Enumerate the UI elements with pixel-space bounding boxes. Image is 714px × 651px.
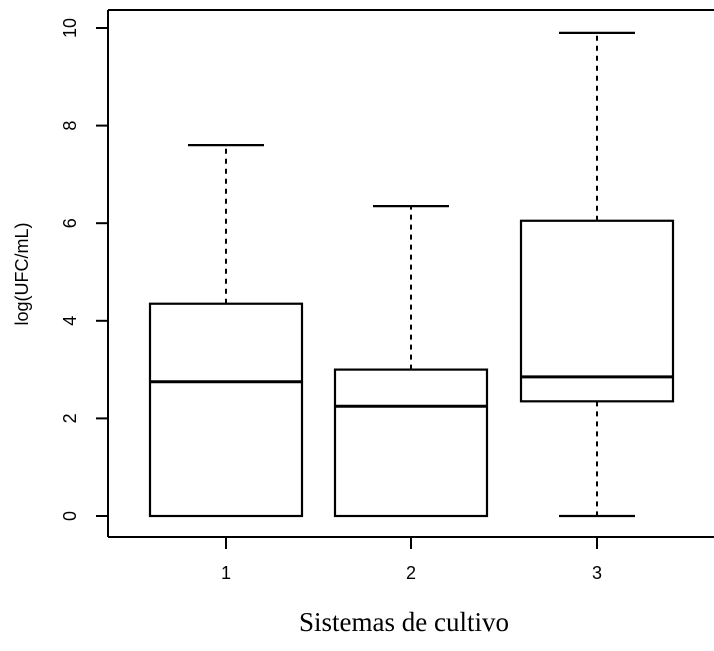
y-tick-label: 2 [60, 413, 80, 423]
box-group-1 [148, 144, 304, 518]
y-tick-label: 6 [60, 218, 80, 228]
x-axis: 1 2 3 [221, 537, 602, 583]
x-axis-label: Sistemas de cultivo [299, 607, 509, 637]
iqr-box [148, 302, 304, 518]
x-tick-label: 3 [592, 563, 602, 583]
boxes [148, 31, 675, 518]
x-tick-label: 2 [406, 563, 416, 583]
x-tick-label: 1 [221, 563, 231, 583]
y-tick-label: 0 [60, 511, 80, 521]
y-tick-label: 8 [60, 121, 80, 131]
box-group-3 [519, 31, 675, 518]
y-axis-label: log(UFC/mL) [12, 222, 32, 325]
iqr-box [333, 368, 489, 518]
y-axis: 0 2 4 6 8 10 [60, 18, 108, 521]
box-group-2 [333, 205, 489, 518]
y-tick-label: 4 [60, 316, 80, 326]
iqr-box [519, 219, 675, 403]
y-tick-label: 10 [60, 18, 80, 38]
